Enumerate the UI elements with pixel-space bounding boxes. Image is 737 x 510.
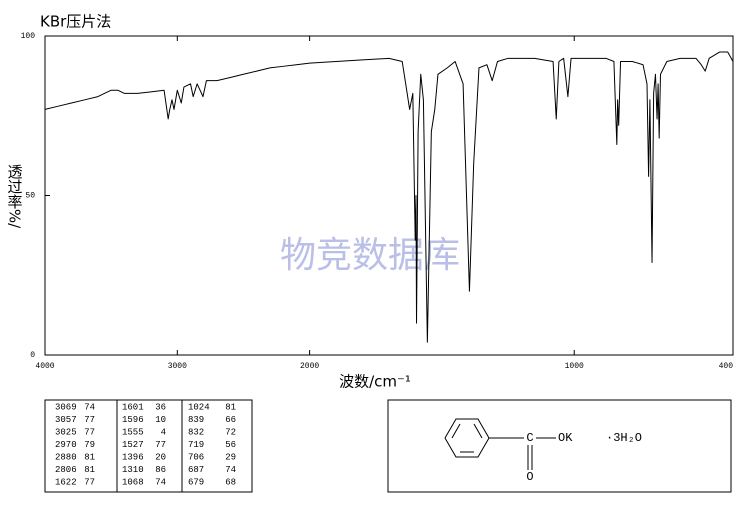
peak-wavenumber: 1601 (122, 402, 144, 412)
peak-transmittance: 20 (155, 452, 166, 462)
peak-wavenumber: 2806 (55, 465, 77, 475)
peak-wavenumber: 719 (188, 440, 204, 450)
peak-wavenumber: 1596 (122, 415, 144, 425)
peak-transmittance: 74 (155, 477, 166, 487)
peak-wavenumber: 3025 (55, 427, 77, 437)
x-tick-label: 1000 (565, 362, 584, 371)
peak-wavenumber: 839 (188, 415, 204, 425)
peak-transmittance: 4 (161, 427, 166, 437)
spectrum-line (44, 51, 734, 343)
y-tick-label: 100 (21, 32, 36, 41)
peak-transmittance: 86 (155, 465, 166, 475)
peak-transmittance: 77 (84, 415, 95, 425)
watermark: 物竞数据库 (280, 235, 460, 276)
x-tick-label: 4000 (35, 362, 54, 371)
peak-transmittance: 77 (155, 440, 166, 450)
peak-wavenumber: 1024 (188, 402, 210, 412)
peak-wavenumber: 1622 (55, 477, 77, 487)
atom-ok: OK (558, 431, 573, 445)
x-axis-label: 波数/cm⁻¹ (339, 373, 411, 391)
peak-transmittance: 77 (84, 477, 95, 487)
peak-wavenumber: 1396 (122, 452, 144, 462)
peak-transmittance: 66 (225, 415, 236, 425)
peak-transmittance: 68 (225, 477, 236, 487)
peak-transmittance: 81 (84, 465, 95, 475)
peak-transmittance: 10 (155, 415, 166, 425)
peak-wavenumber: 3069 (55, 402, 77, 412)
peak-wavenumber: 1310 (122, 465, 144, 475)
peak-wavenumber: 687 (188, 465, 204, 475)
structure-frame (387, 399, 732, 493)
y-axis-label: 透过率%/ (6, 164, 24, 229)
atom-o: O (526, 470, 533, 484)
peak-transmittance: 74 (84, 402, 95, 412)
peak-transmittance: 72 (225, 427, 236, 437)
atom-c: C (526, 431, 533, 445)
peak-wavenumber: 1527 (122, 440, 144, 450)
peak-transmittance: 81 (225, 402, 236, 412)
peak-transmittance: 74 (225, 465, 236, 475)
peak-wavenumber: 679 (188, 477, 204, 487)
peak-transmittance: 56 (225, 440, 236, 450)
benzene-ring (444, 418, 556, 470)
plot-frame (44, 35, 734, 356)
chart-title: KBr压片法 (40, 13, 111, 31)
peak-table-frame (44, 399, 253, 493)
x-tick-label: 3000 (168, 362, 187, 371)
peak-transmittance: 81 (84, 452, 95, 462)
peak-wavenumber: 1068 (122, 477, 144, 487)
peak-wavenumber: 1555 (122, 427, 144, 437)
y-tick-label: 50 (25, 192, 35, 201)
peak-wavenumber: 2880 (55, 452, 77, 462)
peak-wavenumber: 706 (188, 452, 204, 462)
peak-transmittance: 29 (225, 452, 236, 462)
x-tick-label: 400 (719, 362, 734, 371)
x-tick-label: 2000 (300, 362, 319, 371)
peak-wavenumber: 832 (188, 427, 204, 437)
y-tick-label: 0 (30, 351, 35, 360)
peak-wavenumber: 3057 (55, 415, 77, 425)
peak-transmittance: 79 (84, 440, 95, 450)
hydrate: ·3H₂O (606, 431, 642, 445)
peak-wavenumber: 2970 (55, 440, 77, 450)
peak-transmittance: 77 (84, 427, 95, 437)
peak-transmittance: 36 (155, 402, 166, 412)
